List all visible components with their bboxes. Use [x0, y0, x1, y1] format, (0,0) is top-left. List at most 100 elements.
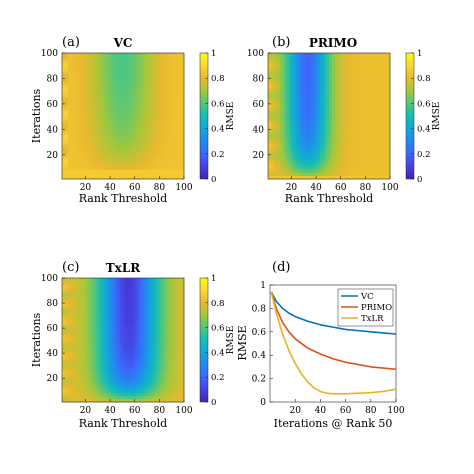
- heatmap-cell: [113, 141, 118, 145]
- heatmap-cell: [268, 122, 272, 126]
- heatmap-cell: [80, 109, 84, 114]
- heatmap-cell: [135, 147, 139, 151]
- heatmap-cell: [113, 284, 118, 288]
- heatmap-cell: [332, 131, 336, 136]
- heatmap-cell: [383, 62, 388, 66]
- heatmap-cell: [301, 144, 305, 148]
- heatmap-cell: [74, 131, 78, 136]
- heatmap-cell: [74, 62, 78, 66]
- heatmap-cell: [386, 100, 391, 104]
- heatmap-cell: [159, 156, 163, 161]
- heatmap-cell: [177, 336, 182, 341]
- heatmap-cell: [116, 383, 121, 387]
- heatmap-cell: [168, 56, 173, 60]
- heatmap-cell: [371, 166, 376, 170]
- heatmap-cell: [171, 71, 176, 76]
- heatmap-cell: [159, 364, 163, 369]
- colorbar-tick-label: 0.2: [211, 373, 225, 383]
- heatmap-cell: [268, 163, 272, 167]
- heatmap-cell: [101, 287, 106, 291]
- heatmap-cell: [71, 150, 75, 155]
- heatmap-cell: [98, 147, 102, 151]
- heatmap-cell: [177, 349, 182, 353]
- heatmap-cell: [132, 71, 136, 76]
- heatmap-cell: [144, 100, 148, 104]
- heatmap-cell: [153, 371, 157, 375]
- heatmap-cell: [89, 131, 93, 136]
- heatmap-cell: [98, 374, 102, 378]
- colorbar-vc: [199, 52, 209, 180]
- heatmap-cell: [62, 81, 66, 85]
- heatmap-cell: [159, 131, 163, 136]
- heatmap-cell: [177, 119, 182, 123]
- heatmap-cell: [92, 364, 96, 369]
- heatmap-cell: [132, 305, 136, 310]
- heatmap-cell: [83, 106, 87, 111]
- heatmap-cell: [180, 84, 185, 88]
- heatmap-cell: [335, 156, 339, 161]
- colorbar-ticks-vc: 00.20.40.60.81: [205, 49, 225, 185]
- heatmap-cell: [107, 293, 112, 297]
- colorbar-tick-label: 0: [417, 175, 422, 185]
- heatmap-cell: [283, 109, 287, 114]
- heatmap-cell: [168, 144, 173, 148]
- heatmap-cell: [113, 144, 118, 148]
- heatmap-cell: [113, 150, 118, 155]
- heatmap-cell: [341, 97, 345, 101]
- heatmap-cell: [123, 169, 127, 174]
- heatmap-cell: [113, 321, 118, 325]
- heatmap-cell: [110, 144, 115, 148]
- heatmap-cell: [80, 380, 84, 384]
- heatmap-cell: [68, 312, 72, 316]
- heatmap-cell: [92, 305, 96, 310]
- heatmap-cell: [159, 134, 163, 139]
- heatmap-cell: [156, 75, 160, 79]
- heatmap-cell: [138, 281, 142, 285]
- heatmap-cell: [98, 315, 102, 319]
- heatmap-cell: [295, 119, 299, 123]
- heatmap-cell: [162, 175, 167, 180]
- heatmap-cell: [332, 163, 336, 167]
- heatmap-cell: [123, 293, 127, 297]
- heatmap-cell: [310, 112, 315, 117]
- heatmap-cell: [144, 90, 148, 95]
- heatmap-cell: [180, 371, 185, 375]
- heatmap-cell: [177, 367, 182, 372]
- heatmap-cell: [268, 134, 272, 139]
- heatmap-cell: [313, 65, 318, 70]
- heatmap-cell: [362, 131, 366, 136]
- colorbar-tick-label: 0: [211, 398, 216, 408]
- heatmap-cell: [162, 131, 167, 136]
- heatmap-cell: [98, 75, 102, 79]
- heatmap-cell: [126, 321, 130, 325]
- heatmap-cell: [116, 75, 121, 79]
- heatmap-cell: [271, 125, 275, 129]
- heatmap-cell: [126, 318, 130, 322]
- heatmap-cell: [132, 315, 136, 319]
- heatmap-cell: [92, 398, 96, 403]
- heatmap-cell: [126, 346, 130, 350]
- heatmap-cell: [359, 153, 363, 158]
- heatmap-cell: [68, 131, 72, 136]
- heatmap-cell: [107, 358, 112, 363]
- heatmap-cell: [368, 125, 373, 129]
- heatmap-cell: [71, 125, 75, 129]
- heatmap-cell: [123, 144, 127, 148]
- heatmap-cell: [295, 138, 299, 142]
- heatmap-cell: [177, 172, 182, 177]
- heatmap-cell: [95, 305, 99, 310]
- colorbar-label-txlr: RMSE: [226, 326, 236, 355]
- heatmap-cell: [71, 395, 75, 400]
- heatmap-cell: [332, 68, 336, 73]
- heatmap-cell: [83, 90, 87, 95]
- heatmap-cell: [119, 141, 124, 145]
- heatmap-cell: [83, 172, 87, 177]
- heatmap-cell: [310, 53, 315, 57]
- heatmap-cell: [156, 377, 160, 381]
- heatmap-cell: [83, 84, 87, 88]
- heatmap-cell: [110, 287, 115, 291]
- heatmap-cell: [165, 81, 170, 85]
- heatmap-cell: [286, 56, 290, 60]
- x-tick-label: 80: [154, 183, 166, 193]
- heatmap-cell: [159, 324, 163, 328]
